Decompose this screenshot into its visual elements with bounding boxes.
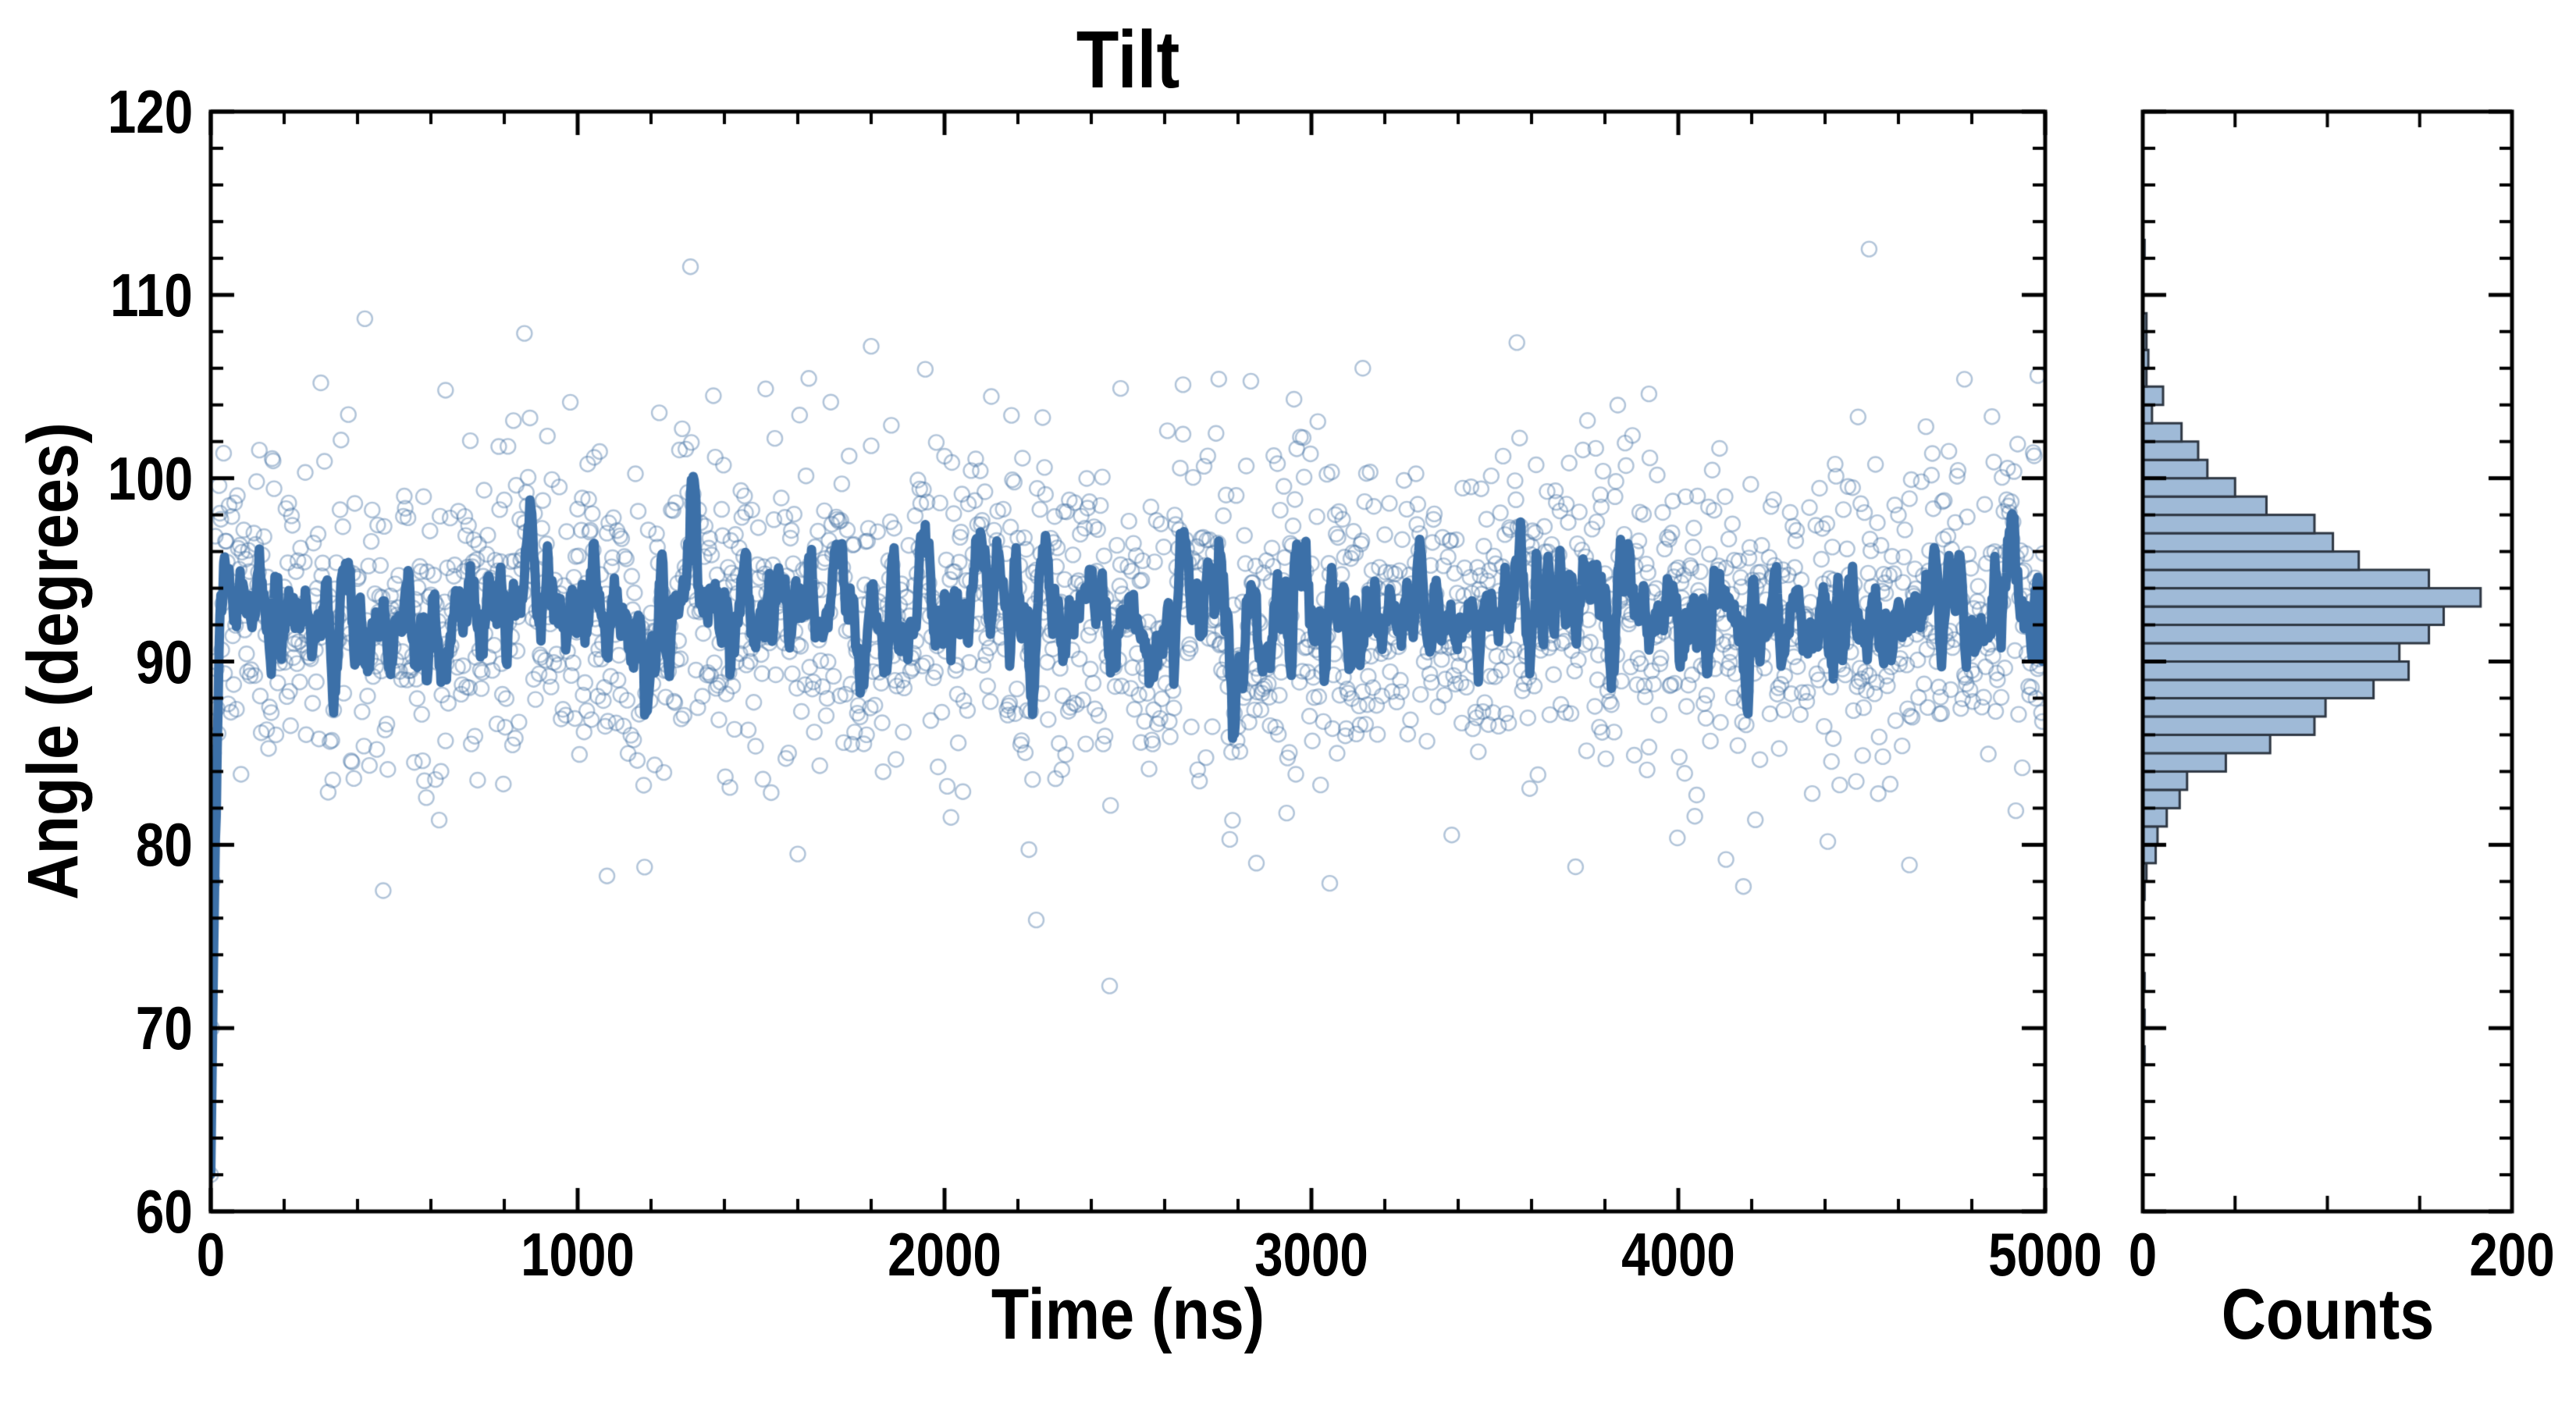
plot-canvas: [0, 0, 2576, 1405]
